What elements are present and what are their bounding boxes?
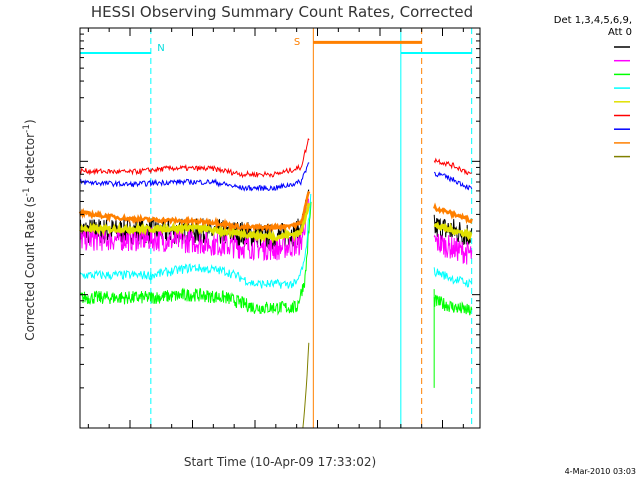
plot-frame bbox=[79, 27, 481, 429]
legend: Det 1,3,4,5,6,9, Att 0 bbox=[554, 15, 632, 158]
series-line-segment bbox=[433, 233, 473, 265]
series-line-segment bbox=[79, 201, 312, 316]
footer-date: 4-Mar-2010 03:03 bbox=[565, 467, 636, 476]
series-7 bbox=[79, 162, 473, 192]
series-layer bbox=[78, 138, 473, 429]
series-4 bbox=[79, 193, 473, 289]
series-8 bbox=[78, 190, 473, 234]
series-line-segment bbox=[79, 202, 311, 244]
series-9 bbox=[302, 342, 310, 429]
series-line-segment bbox=[79, 193, 312, 289]
axes bbox=[79, 27, 481, 429]
interval-bars bbox=[80, 40, 472, 54]
series-line-segment bbox=[433, 157, 473, 176]
chart-title: HESSI Observing Summary Count Rates, Cor… bbox=[91, 3, 473, 21]
x-axis-label: Start Time (10-Apr-09 17:33:02) bbox=[184, 455, 376, 469]
series-2 bbox=[79, 198, 473, 265]
legend-header-line-2: Att 0 bbox=[608, 27, 632, 38]
night-label-n: N bbox=[157, 43, 164, 54]
series-line-segment bbox=[79, 162, 310, 192]
series-line-segment bbox=[433, 294, 473, 316]
series-line-segment bbox=[433, 221, 473, 242]
series-line-segment bbox=[79, 138, 310, 179]
series-line-segment bbox=[302, 342, 310, 429]
series-5 bbox=[79, 202, 473, 244]
series-line-segment bbox=[78, 190, 311, 234]
series-line-segment bbox=[433, 267, 473, 288]
legend-header-line-1: Det 1,3,4,5,6,9, bbox=[554, 15, 632, 26]
series-line-segment bbox=[79, 198, 310, 262]
series-line-segment bbox=[433, 202, 473, 225]
series-3 bbox=[79, 201, 473, 316]
series-6 bbox=[79, 138, 473, 179]
saa-label-s: S bbox=[294, 37, 300, 48]
series-line-segment bbox=[433, 171, 473, 191]
y-axis-label: Corrected Count Rate (s-1 detector-1) bbox=[22, 119, 37, 340]
